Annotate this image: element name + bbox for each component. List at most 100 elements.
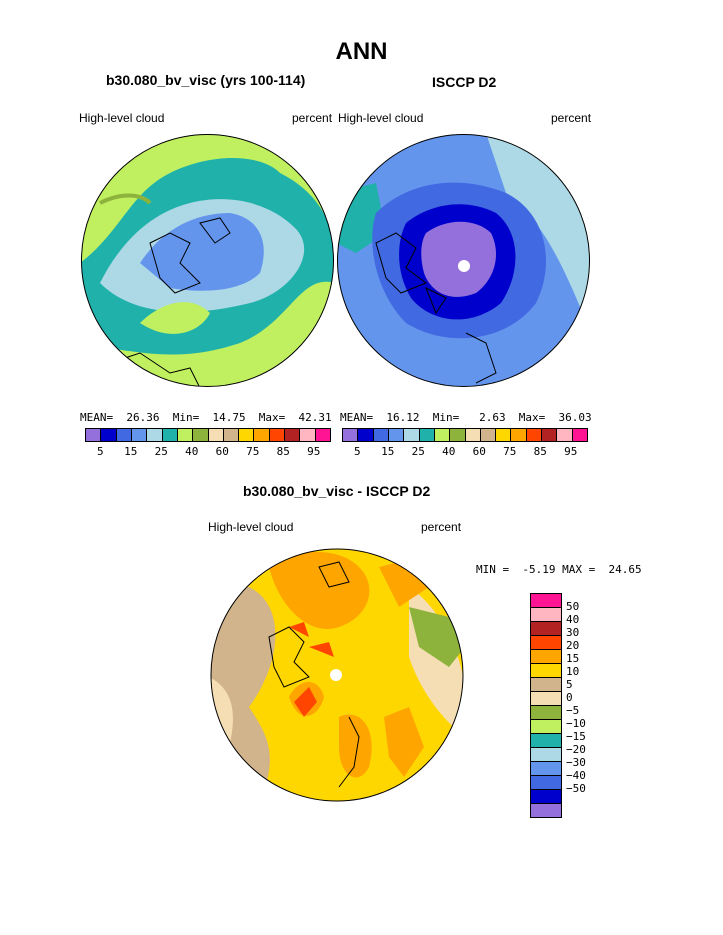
diff-colorbar-label: 30 [566,626,580,639]
diff-colorbar-swatch [531,650,561,664]
diff-colorbar-label: −5 [566,704,580,717]
diff-colorbar-swatch [531,720,561,734]
diff-colorbar-label: 40 [566,613,580,626]
left-colorbar-swatch [223,429,240,441]
left-colorbar-swatch [208,429,224,441]
diff-colorbar-swatch [531,748,561,762]
right-colorbar-swatch [358,429,374,441]
right-colorbar-swatch [450,429,466,441]
diff-colorbar-swatch [531,636,561,650]
left-colorbar-swatch [315,429,330,441]
right-colorbar-swatch [480,429,497,441]
right-colorbar-label: 60 [472,445,486,458]
diff-colorbar-label: 20 [566,639,580,652]
page-title: ANN [335,38,388,65]
diff-colorbar-swatch [531,608,561,622]
right-colorbar-swatch [373,429,389,441]
diff-colorbar-label: 15 [566,652,580,665]
left-colorbar-label: 60 [215,445,229,458]
left-colorbar-swatch [269,429,286,441]
diff-colorbar-swatch [531,804,561,817]
right-colorbar-labels: 5 15 25 40 60 75 85 95 [342,445,586,459]
diff-colorbar-label: 5 [566,678,573,691]
left-colorbar-label: 40 [185,445,199,458]
right-colorbar-swatch [465,429,481,441]
left-colorbar-label: 95 [307,445,321,458]
right-colorbar-swatch [434,429,451,441]
diff-colorbar-swatch [531,594,561,608]
diff-colorbar-label: −10 [566,717,586,730]
diff-colorbar-swatch [531,706,561,720]
left-colorbar-swatch [193,429,209,441]
left-colorbar-label: 15 [124,445,138,458]
right-units-label: percent [551,111,592,125]
diff-colorbar-swatch [531,762,561,776]
left-colorbar-swatch [86,429,102,441]
left-colorbar-swatch [162,429,178,441]
diff-colorbar-swatch [531,664,561,678]
right-colorbar [342,428,588,442]
right-colorbar-swatch [526,429,543,441]
left-colorbar-label: 75 [246,445,260,458]
right-colorbar-label: 5 [353,445,361,458]
diff-colorbar-label: −50 [566,782,586,795]
right-colorbar-label: 95 [564,445,578,458]
left-variable-label: High-level cloud [79,111,165,125]
left-colorbar-swatch [254,429,270,441]
right-colorbar-swatch [343,429,359,441]
diff-units-label: percent [421,520,462,534]
right-colorbar-label: 15 [381,445,395,458]
right-colorbar-swatch [388,429,405,441]
diff-colorbar-label: −20 [566,743,586,756]
diff-colorbar-labels: 50 40 30 20 15 10 5 0 −5 −10 −15 −20 −30 −40 −50 [566,593,626,803]
right-polar-map [337,134,590,387]
diff-colorbar-swatch [531,622,561,636]
diff-colorbar-label: −30 [566,756,586,769]
diff-colorbar-swatch [531,678,561,692]
diff-variable-label: High-level cloud [208,520,294,534]
left-colorbar-swatch [285,429,301,441]
left-colorbar-swatch [131,429,148,441]
left-model-title: b30.080_bv_visc (yrs 100-114) [106,72,306,88]
right-colorbar-swatch [511,429,527,441]
right-colorbar-swatch [572,429,587,441]
left-colorbar-swatch [147,429,163,441]
left-colorbar-swatch [239,429,255,441]
left-colorbar-swatch [101,429,117,441]
diff-colorbar-label: −15 [566,730,586,743]
diff-colorbar-label: 50 [566,600,580,613]
diff-stats: MIN = -5.19 MAX = 24.65 [476,563,642,576]
left-colorbar-label: 85 [276,445,290,458]
diff-title: b30.080_bv_visc - ISCCP D2 [243,483,431,499]
right-obs-title: ISCCP D2 [432,74,497,90]
diff-colorbar-label: −40 [566,769,586,782]
right-colorbar-swatch [404,429,420,441]
right-stats: MEAN= 16.12 Min= 2.63 Max= 36.03 [340,411,592,424]
right-colorbar-label: 75 [503,445,517,458]
right-colorbar-swatch [557,429,573,441]
right-colorbar-label: 25 [411,445,425,458]
diff-colorbar-swatch [531,790,561,804]
left-units-label: percent [292,111,333,125]
diff-colorbar-swatch [531,776,561,790]
diff-colorbar-label: 0 [566,691,573,704]
left-colorbar [85,428,331,442]
left-colorbar-label: 25 [154,445,168,458]
right-colorbar-label: 85 [533,445,547,458]
diff-colorbar-label: 10 [566,665,580,678]
left-colorbar-label: 5 [96,445,104,458]
right-colorbar-label: 40 [442,445,456,458]
diff-colorbar-swatch [531,692,561,706]
diff-colorbar [530,593,562,818]
diff-polar-map [210,548,464,802]
right-colorbar-swatch [419,429,435,441]
left-colorbar-swatch [177,429,194,441]
left-colorbar-swatch [300,429,316,441]
left-polar-map [81,134,334,387]
diff-colorbar-swatch [531,734,561,748]
right-colorbar-swatch [496,429,512,441]
left-colorbar-labels: 5 15 25 40 60 75 85 95 [85,445,329,459]
left-stats: MEAN= 26.36 Min= 14.75 Max= 42.31 [80,411,332,424]
left-colorbar-swatch [116,429,132,441]
right-colorbar-swatch [542,429,558,441]
